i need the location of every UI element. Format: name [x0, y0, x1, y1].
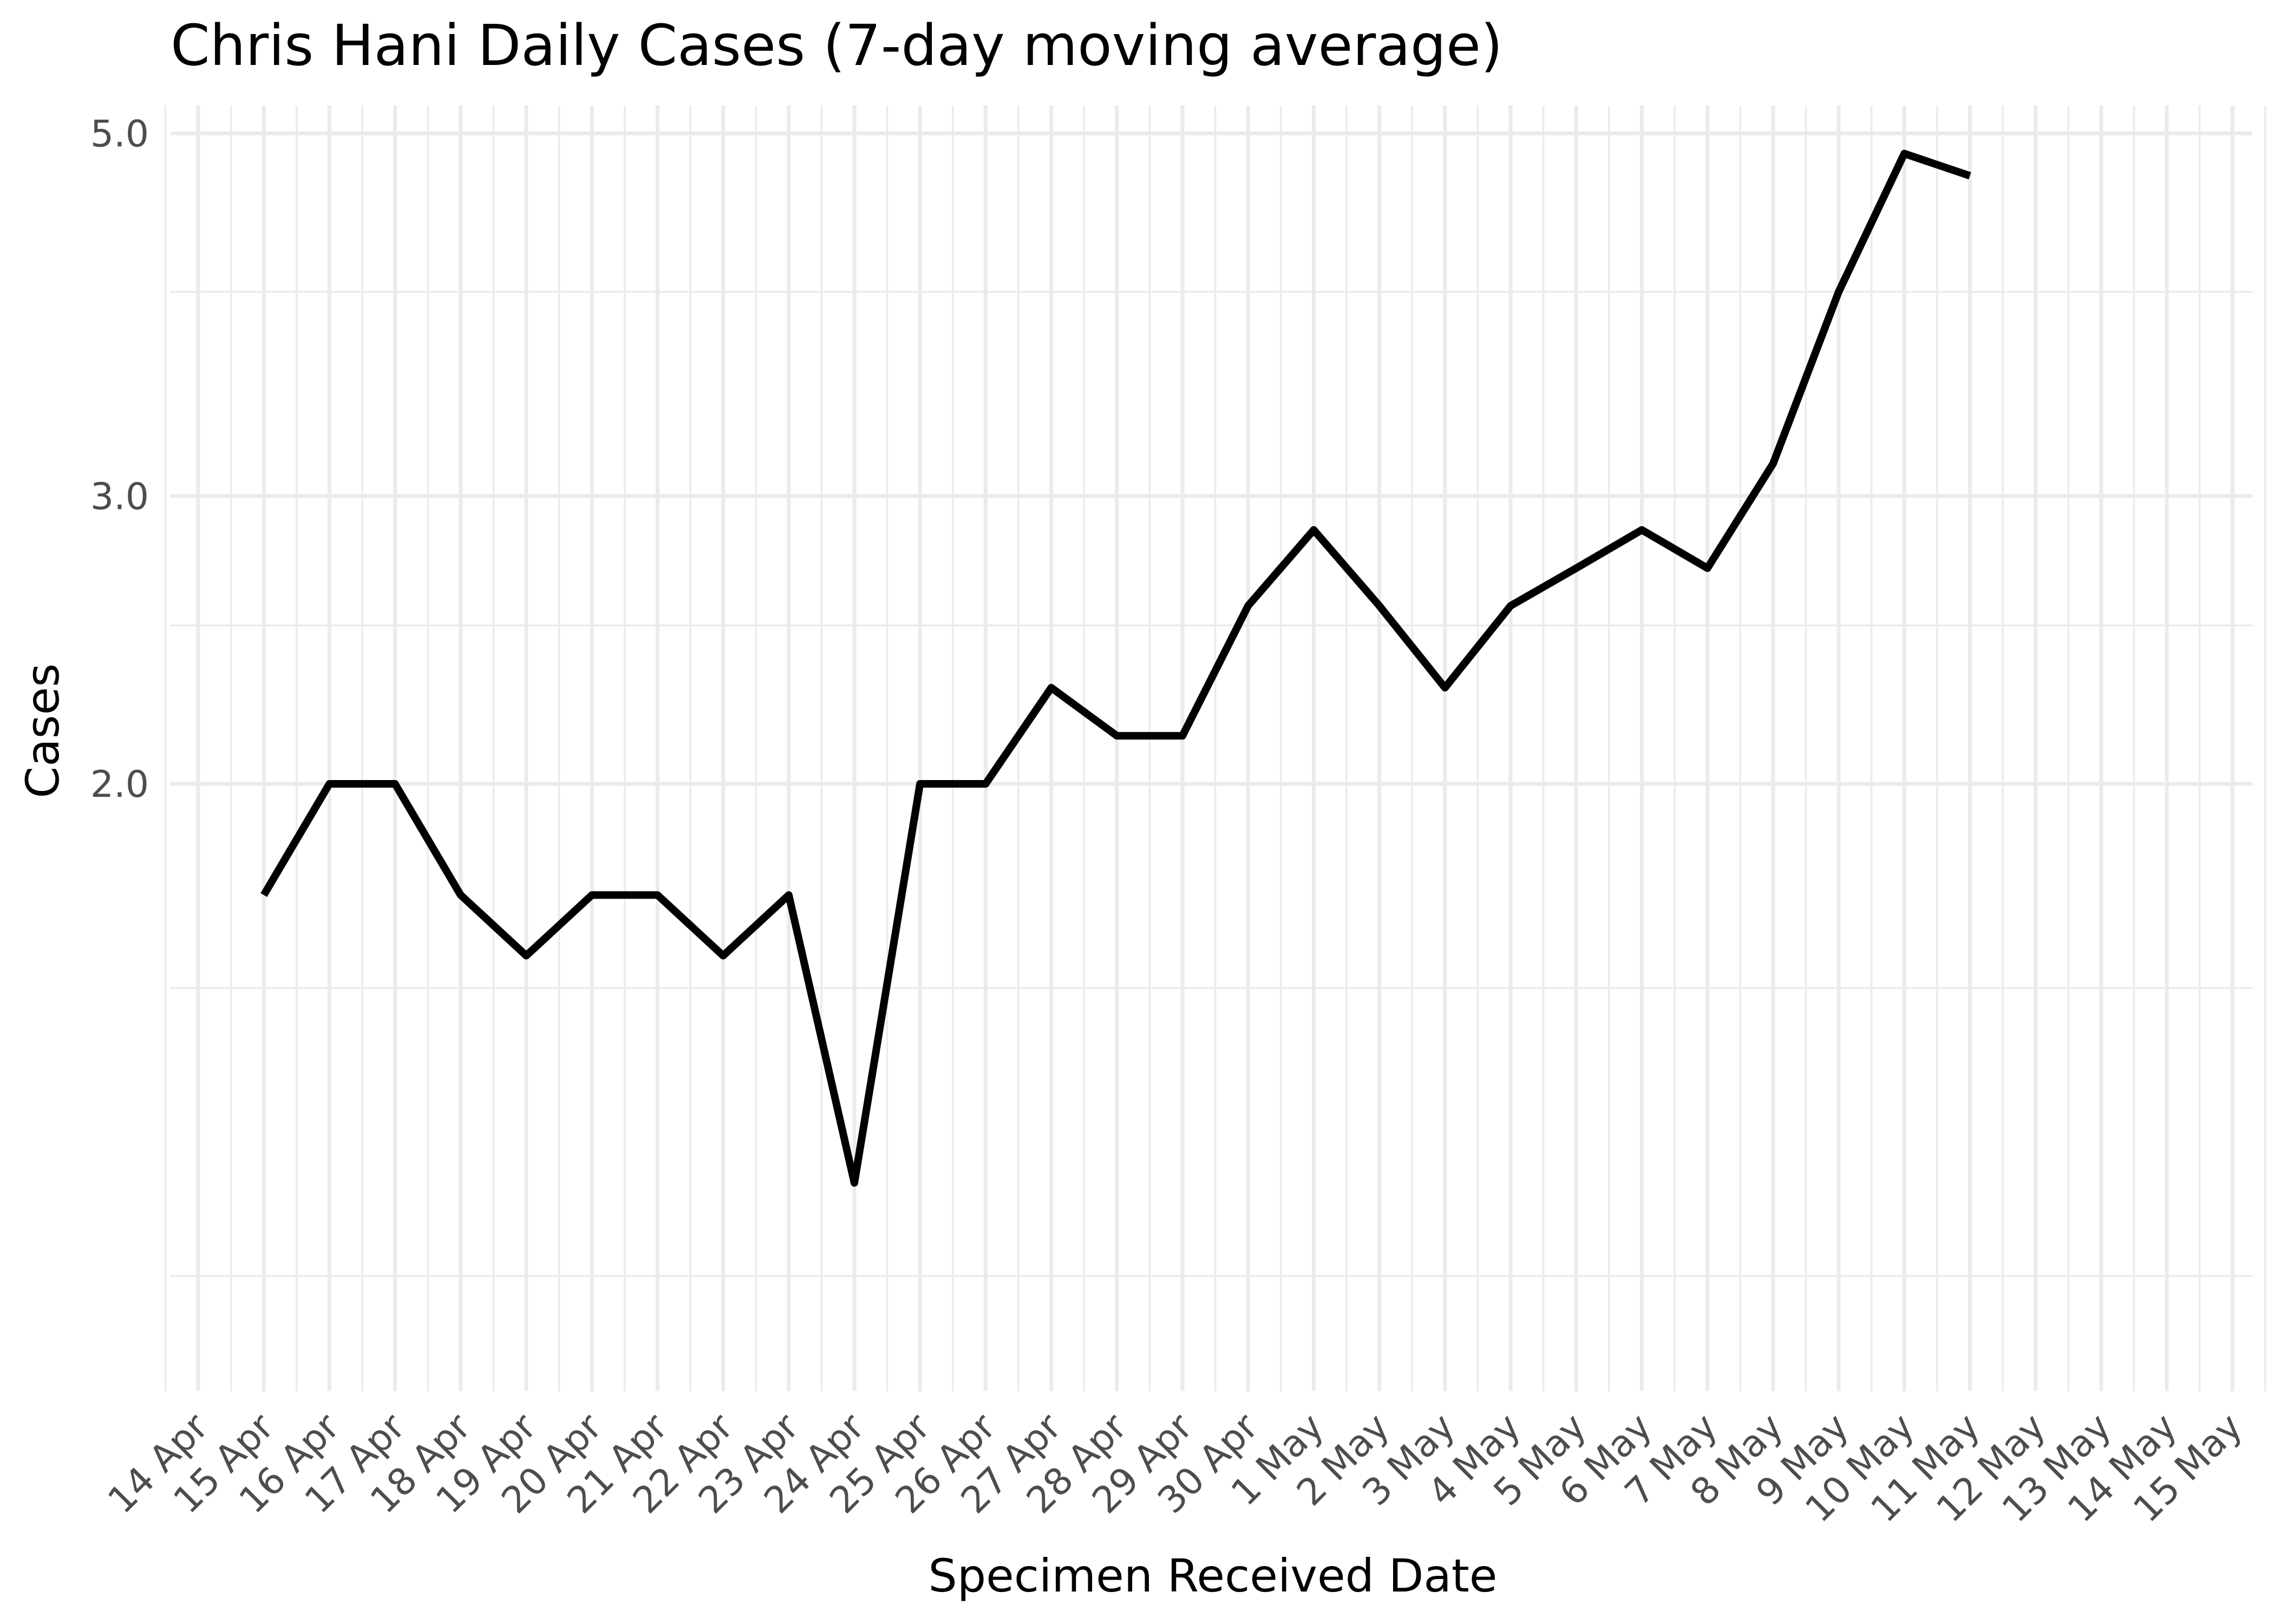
- x-axis-title: Specimen Received Date: [929, 1549, 1498, 1602]
- grid-layer: [164, 106, 2266, 1391]
- series-line: [260, 149, 1971, 1187]
- y-axis-title: Cases: [16, 663, 69, 798]
- chart-title: Chris Hani Daily Cases (7-day moving ave…: [171, 12, 1503, 78]
- y-tick-label: 2.0: [90, 763, 149, 806]
- y-tick-label: 3.0: [90, 475, 149, 518]
- y-tick-label: 5.0: [90, 113, 149, 155]
- series-layer: [260, 149, 1971, 1187]
